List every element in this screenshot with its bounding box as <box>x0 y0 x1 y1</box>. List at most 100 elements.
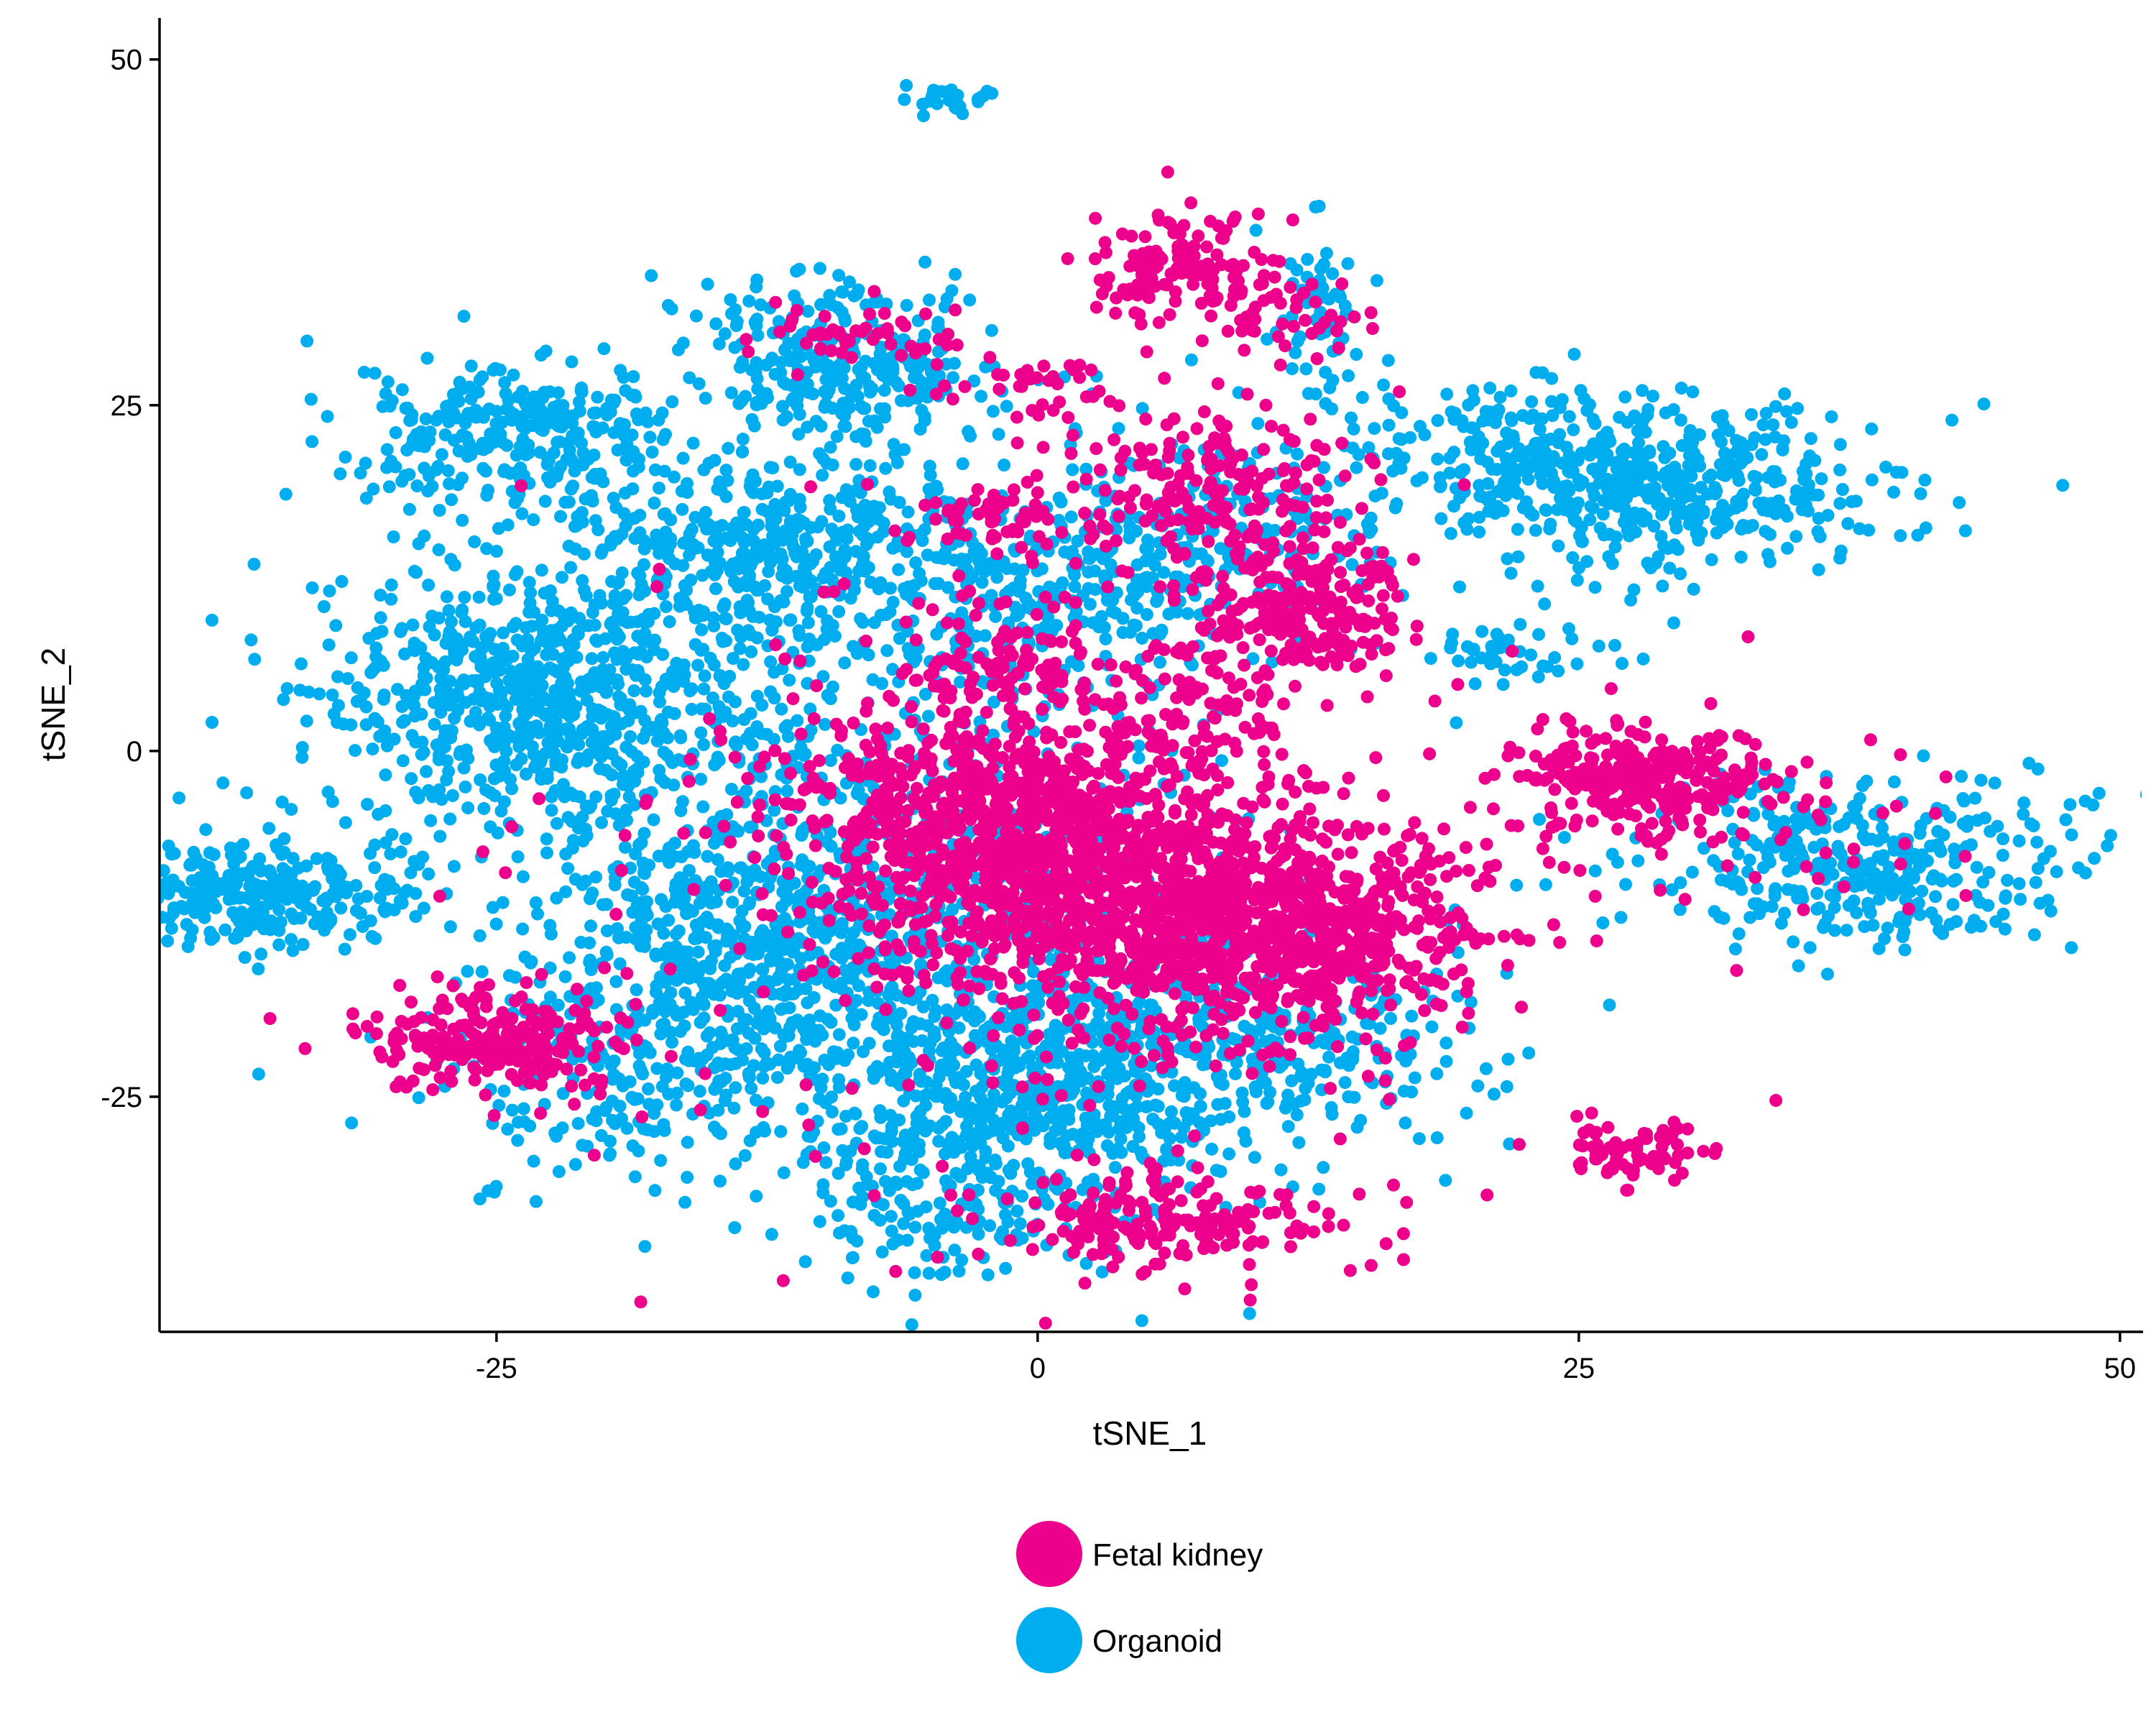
data-point <box>300 334 314 348</box>
data-point <box>368 861 382 875</box>
data-point <box>668 557 682 571</box>
data-point <box>492 522 505 535</box>
data-point <box>1010 1205 1024 1218</box>
data-point <box>432 660 446 673</box>
data-point <box>612 677 625 691</box>
data-point <box>657 507 671 521</box>
data-point <box>1567 347 1581 361</box>
data-point <box>1281 1120 1295 1133</box>
data-point <box>1345 411 1358 425</box>
data-point <box>384 578 398 592</box>
data-point <box>801 534 814 548</box>
data-point <box>441 464 455 477</box>
data-point <box>1430 1131 1444 1144</box>
data-point <box>308 917 321 931</box>
data-point <box>338 451 352 464</box>
data-point <box>1631 854 1645 868</box>
data-point <box>671 1066 684 1080</box>
data-point <box>384 592 398 606</box>
data-point <box>1898 915 1912 928</box>
data-point <box>459 780 472 794</box>
data-point <box>539 344 553 358</box>
data-point <box>206 716 218 729</box>
data-point <box>165 921 178 935</box>
data-point <box>657 1118 671 1131</box>
data-point <box>1686 385 1700 399</box>
data-point <box>980 85 994 98</box>
data-point <box>818 400 831 414</box>
data-point <box>1750 838 1764 852</box>
data-point <box>1354 1113 1368 1127</box>
data-point <box>949 267 962 281</box>
data-point <box>422 579 436 592</box>
data-point <box>136 878 149 891</box>
data-point <box>947 1041 961 1054</box>
data-point <box>497 738 511 752</box>
data-point <box>963 293 977 307</box>
data-point <box>1504 566 1518 580</box>
data-point <box>295 741 309 754</box>
data-point <box>696 569 709 582</box>
data-point <box>1612 456 1626 470</box>
data-point <box>419 651 433 665</box>
data-point <box>893 1031 907 1044</box>
data-point <box>623 1075 637 1088</box>
data-point <box>1774 474 1787 487</box>
data-point <box>604 794 618 807</box>
data-point <box>699 392 712 405</box>
data-point <box>403 414 417 428</box>
data-point <box>1876 849 1890 862</box>
data-point <box>830 430 844 443</box>
data-point <box>412 1091 425 1105</box>
data-point <box>1012 607 1026 621</box>
data-point <box>704 896 718 910</box>
data-point <box>572 738 586 752</box>
data-point <box>764 655 778 668</box>
data-point <box>540 407 553 420</box>
data-point <box>737 884 751 898</box>
data-point <box>1460 1106 1473 1120</box>
data-point <box>1795 503 1809 517</box>
data-point <box>566 479 580 493</box>
data-point <box>1810 887 1824 900</box>
data-point <box>1821 967 1834 981</box>
data-point <box>1613 410 1626 424</box>
data-point <box>443 724 457 737</box>
data-point <box>1791 402 1805 415</box>
data-point <box>1538 597 1552 611</box>
data-point <box>285 933 298 947</box>
data-point <box>272 938 286 952</box>
data-point <box>832 605 846 618</box>
data-point <box>126 893 139 906</box>
data-point <box>1248 1151 1261 1164</box>
data-point <box>139 895 152 908</box>
data-point <box>1759 407 1773 420</box>
data-point <box>898 93 911 106</box>
data-point <box>831 1046 844 1059</box>
data-point <box>1571 454 1585 467</box>
data-point <box>663 615 676 628</box>
data-point <box>1789 530 1803 543</box>
data-point <box>493 663 507 677</box>
data-point <box>1299 362 1313 376</box>
data-point <box>1618 501 1631 515</box>
data-point <box>409 910 423 924</box>
data-point <box>1755 448 1769 461</box>
data-point <box>114 841 126 854</box>
data-point <box>1148 1098 1162 1112</box>
data-point <box>341 672 354 686</box>
data-point <box>953 1072 967 1085</box>
data-point <box>730 576 744 590</box>
data-point <box>860 538 873 551</box>
data-point <box>172 791 186 805</box>
data-point <box>302 685 315 699</box>
data-point <box>1089 583 1102 597</box>
data-point <box>604 1058 618 1072</box>
data-point <box>996 1043 1009 1057</box>
data-point <box>790 264 803 278</box>
data-point <box>609 975 623 988</box>
data-point <box>133 877 146 890</box>
data-point <box>839 314 852 328</box>
data-point <box>528 760 542 774</box>
data-point <box>678 986 692 1000</box>
